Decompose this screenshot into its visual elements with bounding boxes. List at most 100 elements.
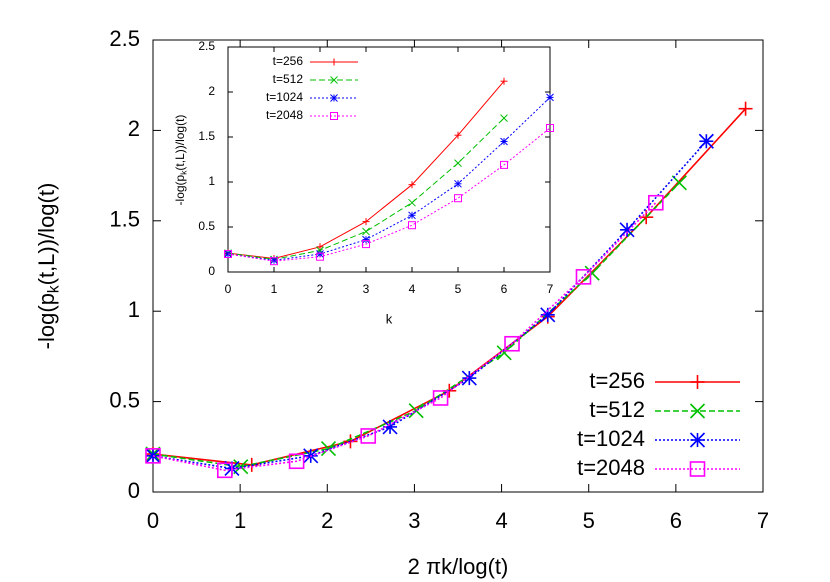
marker-stroke — [454, 194, 462, 203]
legend-label: t=256 — [273, 54, 304, 68]
y-tick-label: 2.5 — [109, 26, 140, 51]
marker-stroke — [288, 453, 305, 470]
x-tick-label: 5 — [455, 282, 462, 296]
x-tick-label: 0 — [147, 508, 159, 533]
data-point — [217, 462, 233, 479]
legend-marker — [689, 432, 706, 448]
x-tick-label: 6 — [670, 508, 682, 533]
y-tick-label: 1 — [128, 297, 140, 322]
y-axis-label: -log(pk(t,L))/log(t) — [34, 183, 63, 350]
marker-stroke — [408, 221, 416, 230]
data-point — [500, 160, 508, 169]
x-tick-label: 5 — [583, 508, 595, 533]
marker-stroke — [330, 94, 338, 102]
y-tick-label: 2 — [208, 84, 215, 98]
marker-stroke — [224, 250, 232, 258]
marker-stroke — [362, 235, 370, 244]
x-tick-label: 1 — [234, 508, 246, 533]
y-axis-label-part: (t,L))/log(t) — [34, 183, 59, 286]
marker-stroke — [540, 307, 556, 323]
data-point — [504, 335, 520, 352]
data-point — [224, 250, 232, 258]
marker-stroke — [330, 112, 338, 120]
marker-stroke — [546, 93, 554, 102]
legend-label: t=2048 — [577, 455, 645, 480]
y-tick-label: 1.5 — [198, 129, 215, 143]
marker-stroke — [454, 179, 462, 188]
y-axis-label-sub: k — [46, 285, 63, 293]
data-point — [546, 93, 554, 102]
data-point — [454, 194, 462, 203]
data-point — [145, 448, 161, 464]
data-point — [360, 428, 377, 444]
marker-stroke — [408, 198, 416, 207]
marker-stroke — [432, 390, 449, 406]
x-axis-label: k — [386, 311, 393, 326]
marker-stroke — [316, 252, 324, 261]
legend-label: t=512 — [273, 72, 304, 86]
data-point — [408, 403, 424, 419]
data-point — [432, 390, 449, 406]
y-axis-label: -log(pk(t,L))/log(t) — [173, 115, 189, 206]
marker-stroke — [362, 227, 370, 236]
data-point — [362, 240, 370, 249]
marker-stroke — [362, 240, 370, 249]
x-tick-label: 3 — [363, 282, 370, 296]
data-point — [496, 345, 512, 361]
marker-stroke — [575, 269, 592, 285]
x-tick-label: 2 — [317, 282, 324, 296]
series-line — [152, 140, 707, 470]
marker-stroke — [584, 265, 600, 281]
y-tick-label: 2.5 — [198, 39, 215, 53]
legend-marker — [330, 76, 338, 84]
marker-stroke — [320, 441, 337, 457]
marker-stroke — [496, 345, 512, 361]
x-tick-label: 0 — [225, 282, 232, 296]
data-point — [738, 101, 753, 116]
series-line — [152, 202, 657, 472]
marker-stroke — [619, 222, 635, 238]
data-point — [362, 235, 370, 244]
y-tick-label: 1 — [208, 174, 215, 188]
legend-label: t=1024 — [266, 90, 303, 104]
marker-stroke — [648, 194, 664, 211]
legend-label: t=256 — [589, 368, 645, 393]
marker-stroke — [330, 76, 338, 84]
x-tick-label: 6 — [501, 282, 508, 296]
data-point — [500, 77, 508, 85]
legend-label: t=1024 — [577, 426, 645, 451]
y-tick-label: 0 — [208, 264, 215, 278]
data-point — [584, 265, 600, 281]
marker-stroke — [382, 419, 398, 435]
data-point — [316, 250, 324, 258]
data-point — [362, 218, 370, 226]
marker-stroke — [689, 432, 706, 448]
data-point — [454, 179, 462, 188]
data-point — [343, 434, 358, 449]
x-tick-label: 1 — [271, 282, 278, 296]
marker-stroke — [145, 448, 161, 464]
y-axis-label-sub: k — [179, 170, 189, 175]
legend-marker — [330, 112, 338, 120]
marker-stroke — [360, 428, 377, 444]
marker-stroke — [316, 250, 324, 258]
y-tick-label: 0.5 — [109, 387, 140, 412]
marker-stroke — [500, 160, 508, 169]
data-point — [408, 221, 416, 230]
x-tick-label: 4 — [495, 508, 507, 533]
marker-stroke — [698, 133, 714, 149]
y-tick-label: 0.5 — [198, 219, 215, 233]
marker-stroke — [546, 124, 554, 132]
data-point — [270, 257, 278, 266]
marker-stroke — [454, 159, 462, 167]
series-line — [227, 97, 551, 261]
marker-stroke — [504, 335, 520, 352]
data-point — [362, 227, 370, 236]
data-point — [698, 133, 714, 149]
data-point — [316, 252, 324, 261]
legend-marker — [689, 461, 706, 477]
y-tick-label: 0 — [128, 478, 140, 503]
data-point — [454, 159, 462, 167]
